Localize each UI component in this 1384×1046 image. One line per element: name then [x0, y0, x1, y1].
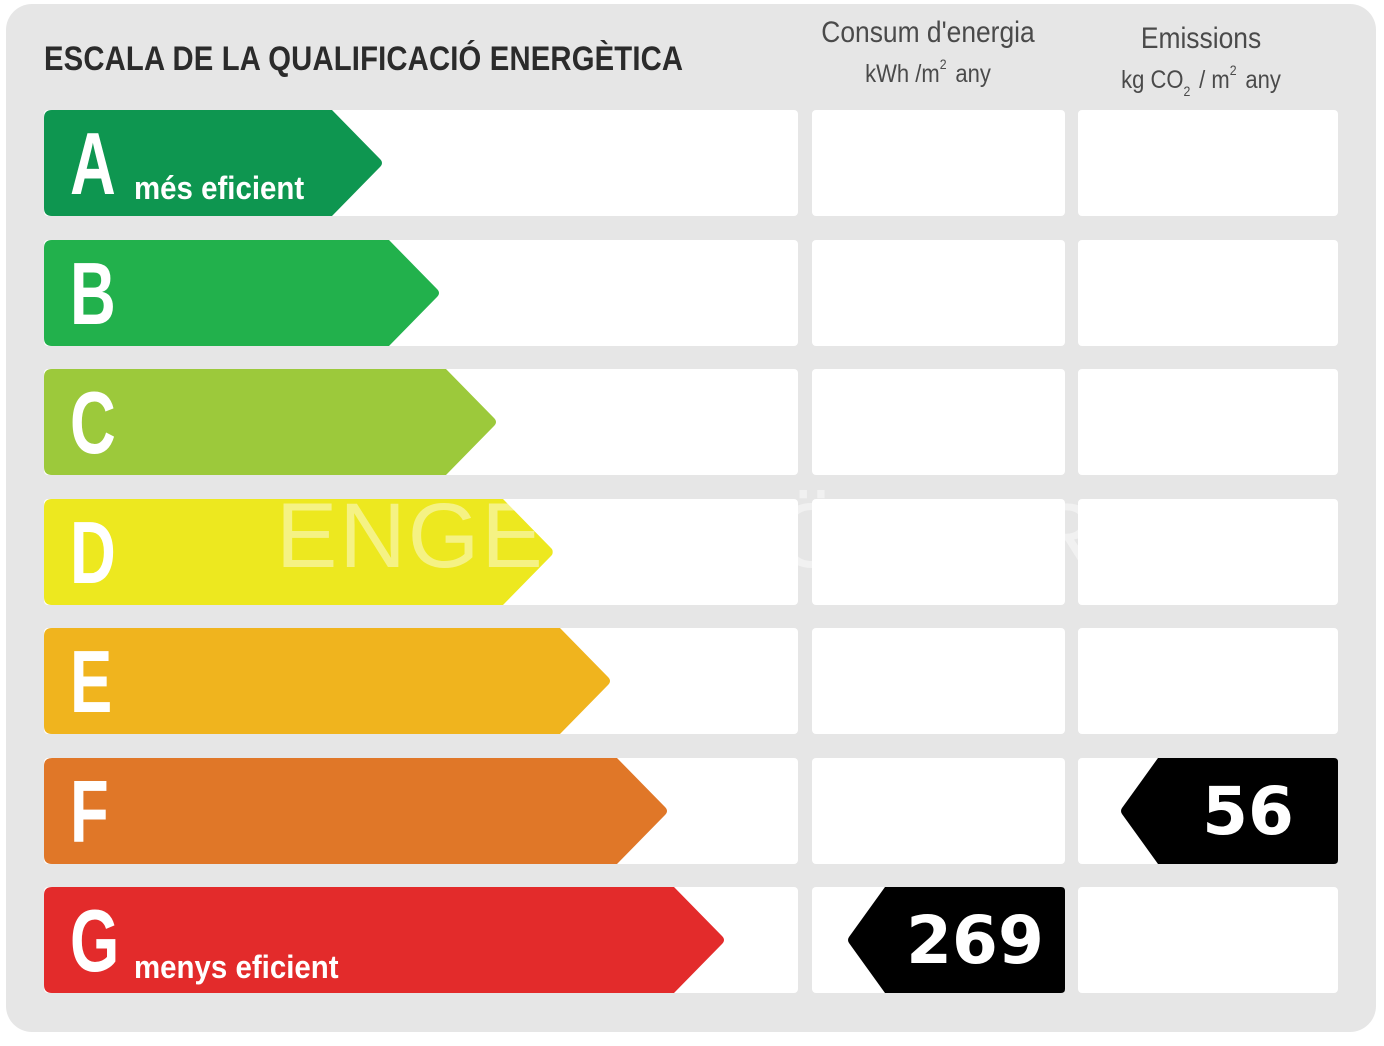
emissions-cell-d: [1078, 499, 1338, 605]
consumption-indicator: 269: [847, 887, 1065, 993]
emissions-indicator-value: 56: [1202, 772, 1294, 850]
emissions-cell-g: [1078, 887, 1338, 993]
rating-arrow-c: C: [44, 369, 498, 475]
rating-arrow-b: B: [44, 240, 441, 346]
rating-label-g: menys eficient: [134, 949, 339, 985]
emissions-indicator-shape: [1121, 758, 1338, 864]
consumption-unit: kWh /m2 any: [865, 56, 991, 88]
emissions-cell-b: [1078, 240, 1338, 346]
rating-arrow-shape-d: [44, 499, 553, 605]
consumption-cell-f: [812, 758, 1065, 864]
rating-arrow-shape-c: [44, 369, 496, 475]
emissions-cell-a: [1078, 110, 1338, 216]
rating-arrow-shape-b: [44, 240, 439, 346]
consumption-indicator-value: 269: [906, 901, 1044, 979]
rating-letter-g: G: [70, 891, 120, 990]
rating-arrow-shape-a: [44, 110, 382, 216]
rating-arrow-shape-f: [44, 758, 667, 864]
rating-arrow-d: D: [44, 499, 555, 605]
consumption-column-header: Consum d'energia kWh /m2 any: [800, 16, 1056, 89]
rating-letter-f: F: [70, 762, 109, 861]
emissions-title: Emissions: [1140, 22, 1262, 55]
consumption-cell-d: [812, 499, 1065, 605]
consumption-indicator-shape: [848, 887, 1065, 993]
rating-arrow-f: F: [44, 758, 669, 864]
rating-arrow-e: E: [44, 628, 612, 734]
consumption-title: Consum d'energia: [821, 16, 1035, 49]
rating-letter-c: C: [70, 373, 116, 472]
emissions-cell-e: [1078, 628, 1338, 734]
rating-arrow-shape-e: [44, 628, 610, 734]
consumption-cell-c: [812, 369, 1065, 475]
emissions-unit: kg CO2/ m2 any: [1121, 62, 1281, 99]
consumption-cell-e: [812, 628, 1065, 734]
rating-label-a: més eficient: [134, 170, 305, 206]
rating-letter-d: D: [70, 503, 116, 602]
consumption-cell-b: [812, 240, 1065, 346]
consumption-cell-a: [812, 110, 1065, 216]
rating-letter-a: A: [70, 114, 116, 213]
rating-letter-b: B: [70, 244, 116, 343]
page-title: ESCALA DE LA QUALIFICACIÓ ENERGÈTICA: [44, 40, 684, 78]
emissions-cell-c: [1078, 369, 1338, 475]
rating-arrow-shape-g: [44, 887, 724, 993]
rating-letter-e: E: [70, 632, 113, 731]
emissions-indicator: 56: [1120, 758, 1338, 864]
emissions-column-header: Emissions kg CO2/ m2 any: [1076, 22, 1326, 99]
